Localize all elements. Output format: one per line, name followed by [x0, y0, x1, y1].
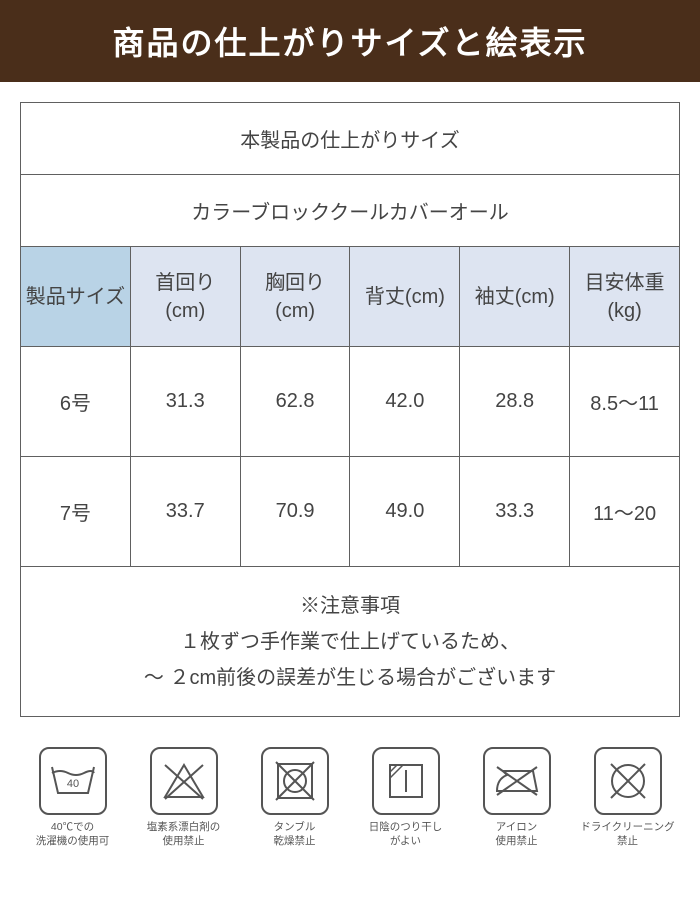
care-icons-row: 40 40℃での 洗濯機の使用可 塩素系漂白剤の 使用禁止 タンブル 乾燥禁止 [0, 717, 700, 868]
cell: 62.8 [240, 347, 350, 457]
product-name: カラーブロッククールカバーオール [21, 175, 680, 247]
size-table: 本製品の仕上がりサイズ カラーブロッククールカバーオール 製品サイズ 首回り (… [20, 102, 680, 717]
col-sleeve: 袖丈(cm) [460, 247, 570, 347]
cell: 49.0 [350, 457, 460, 567]
table-row: 7号 33.7 70.9 49.0 33.3 11～20 [21, 457, 680, 567]
shade-dry-icon [372, 747, 440, 815]
page-title: 商品の仕上がりサイズと絵表示 [0, 0, 700, 82]
table-header-row: 製品サイズ 首回り (cm) 胸回り (cm) 背丈(cm) 袖丈(cm) 目安… [21, 247, 680, 347]
cell: 42.0 [350, 347, 460, 457]
care-wash-40: 40 40℃での 洗濯機の使用可 [20, 747, 125, 848]
care-label: 日陰のつり干し がよい [369, 821, 443, 848]
note-line: ～ ２cm前後の誤差が生じる場合がございます [21, 660, 679, 696]
col-neck: 首回り (cm) [130, 247, 240, 347]
col-chest: 胸回り (cm) [240, 247, 350, 347]
care-no-tumble: タンブル 乾燥禁止 [242, 747, 347, 848]
cell: 33.3 [460, 457, 570, 567]
cell: 8.5～11 [570, 347, 680, 457]
note-line: １枚ずつ手作業で仕上げているため、 [21, 624, 679, 660]
cell: 31.3 [130, 347, 240, 457]
table-note: ※注意事項 １枚ずつ手作業で仕上げているため、 ～ ２cm前後の誤差が生じる場合… [21, 567, 680, 717]
table-row: 6号 31.3 62.8 42.0 28.8 8.5～11 [21, 347, 680, 457]
care-no-iron: アイロン 使用禁止 [464, 747, 569, 848]
no-tumble-icon [261, 747, 329, 815]
care-label: 40℃での 洗濯機の使用可 [36, 821, 110, 848]
care-label: ドライクリーニング 禁止 [580, 821, 674, 848]
table-title: 本製品の仕上がりサイズ [21, 103, 680, 175]
cell: 28.8 [460, 347, 570, 457]
table-container: 本製品の仕上がりサイズ カラーブロッククールカバーオール 製品サイズ 首回り (… [0, 82, 700, 717]
svg-text:40: 40 [66, 778, 78, 790]
note-line: ※注意事項 [21, 588, 679, 624]
cell: 7号 [21, 457, 131, 567]
col-size: 製品サイズ [21, 247, 131, 347]
care-label: 塩素系漂白剤の 使用禁止 [147, 821, 221, 848]
no-bleach-icon [150, 747, 218, 815]
no-iron-icon [483, 747, 551, 815]
cell: 11～20 [570, 457, 680, 567]
cell: 70.9 [240, 457, 350, 567]
care-no-dryclean: ドライクリーニング 禁止 [575, 747, 680, 848]
care-no-bleach: 塩素系漂白剤の 使用禁止 [131, 747, 236, 848]
wash-40-icon: 40 [39, 747, 107, 815]
care-label: タンブル 乾燥禁止 [274, 821, 316, 848]
cell: 6号 [21, 347, 131, 457]
care-shade-dry: 日陰のつり干し がよい [353, 747, 458, 848]
col-back: 背丈(cm) [350, 247, 460, 347]
care-label: アイロン 使用禁止 [496, 821, 538, 848]
col-weight: 目安体重 (kg) [570, 247, 680, 347]
cell: 33.7 [130, 457, 240, 567]
no-dryclean-icon [594, 747, 662, 815]
